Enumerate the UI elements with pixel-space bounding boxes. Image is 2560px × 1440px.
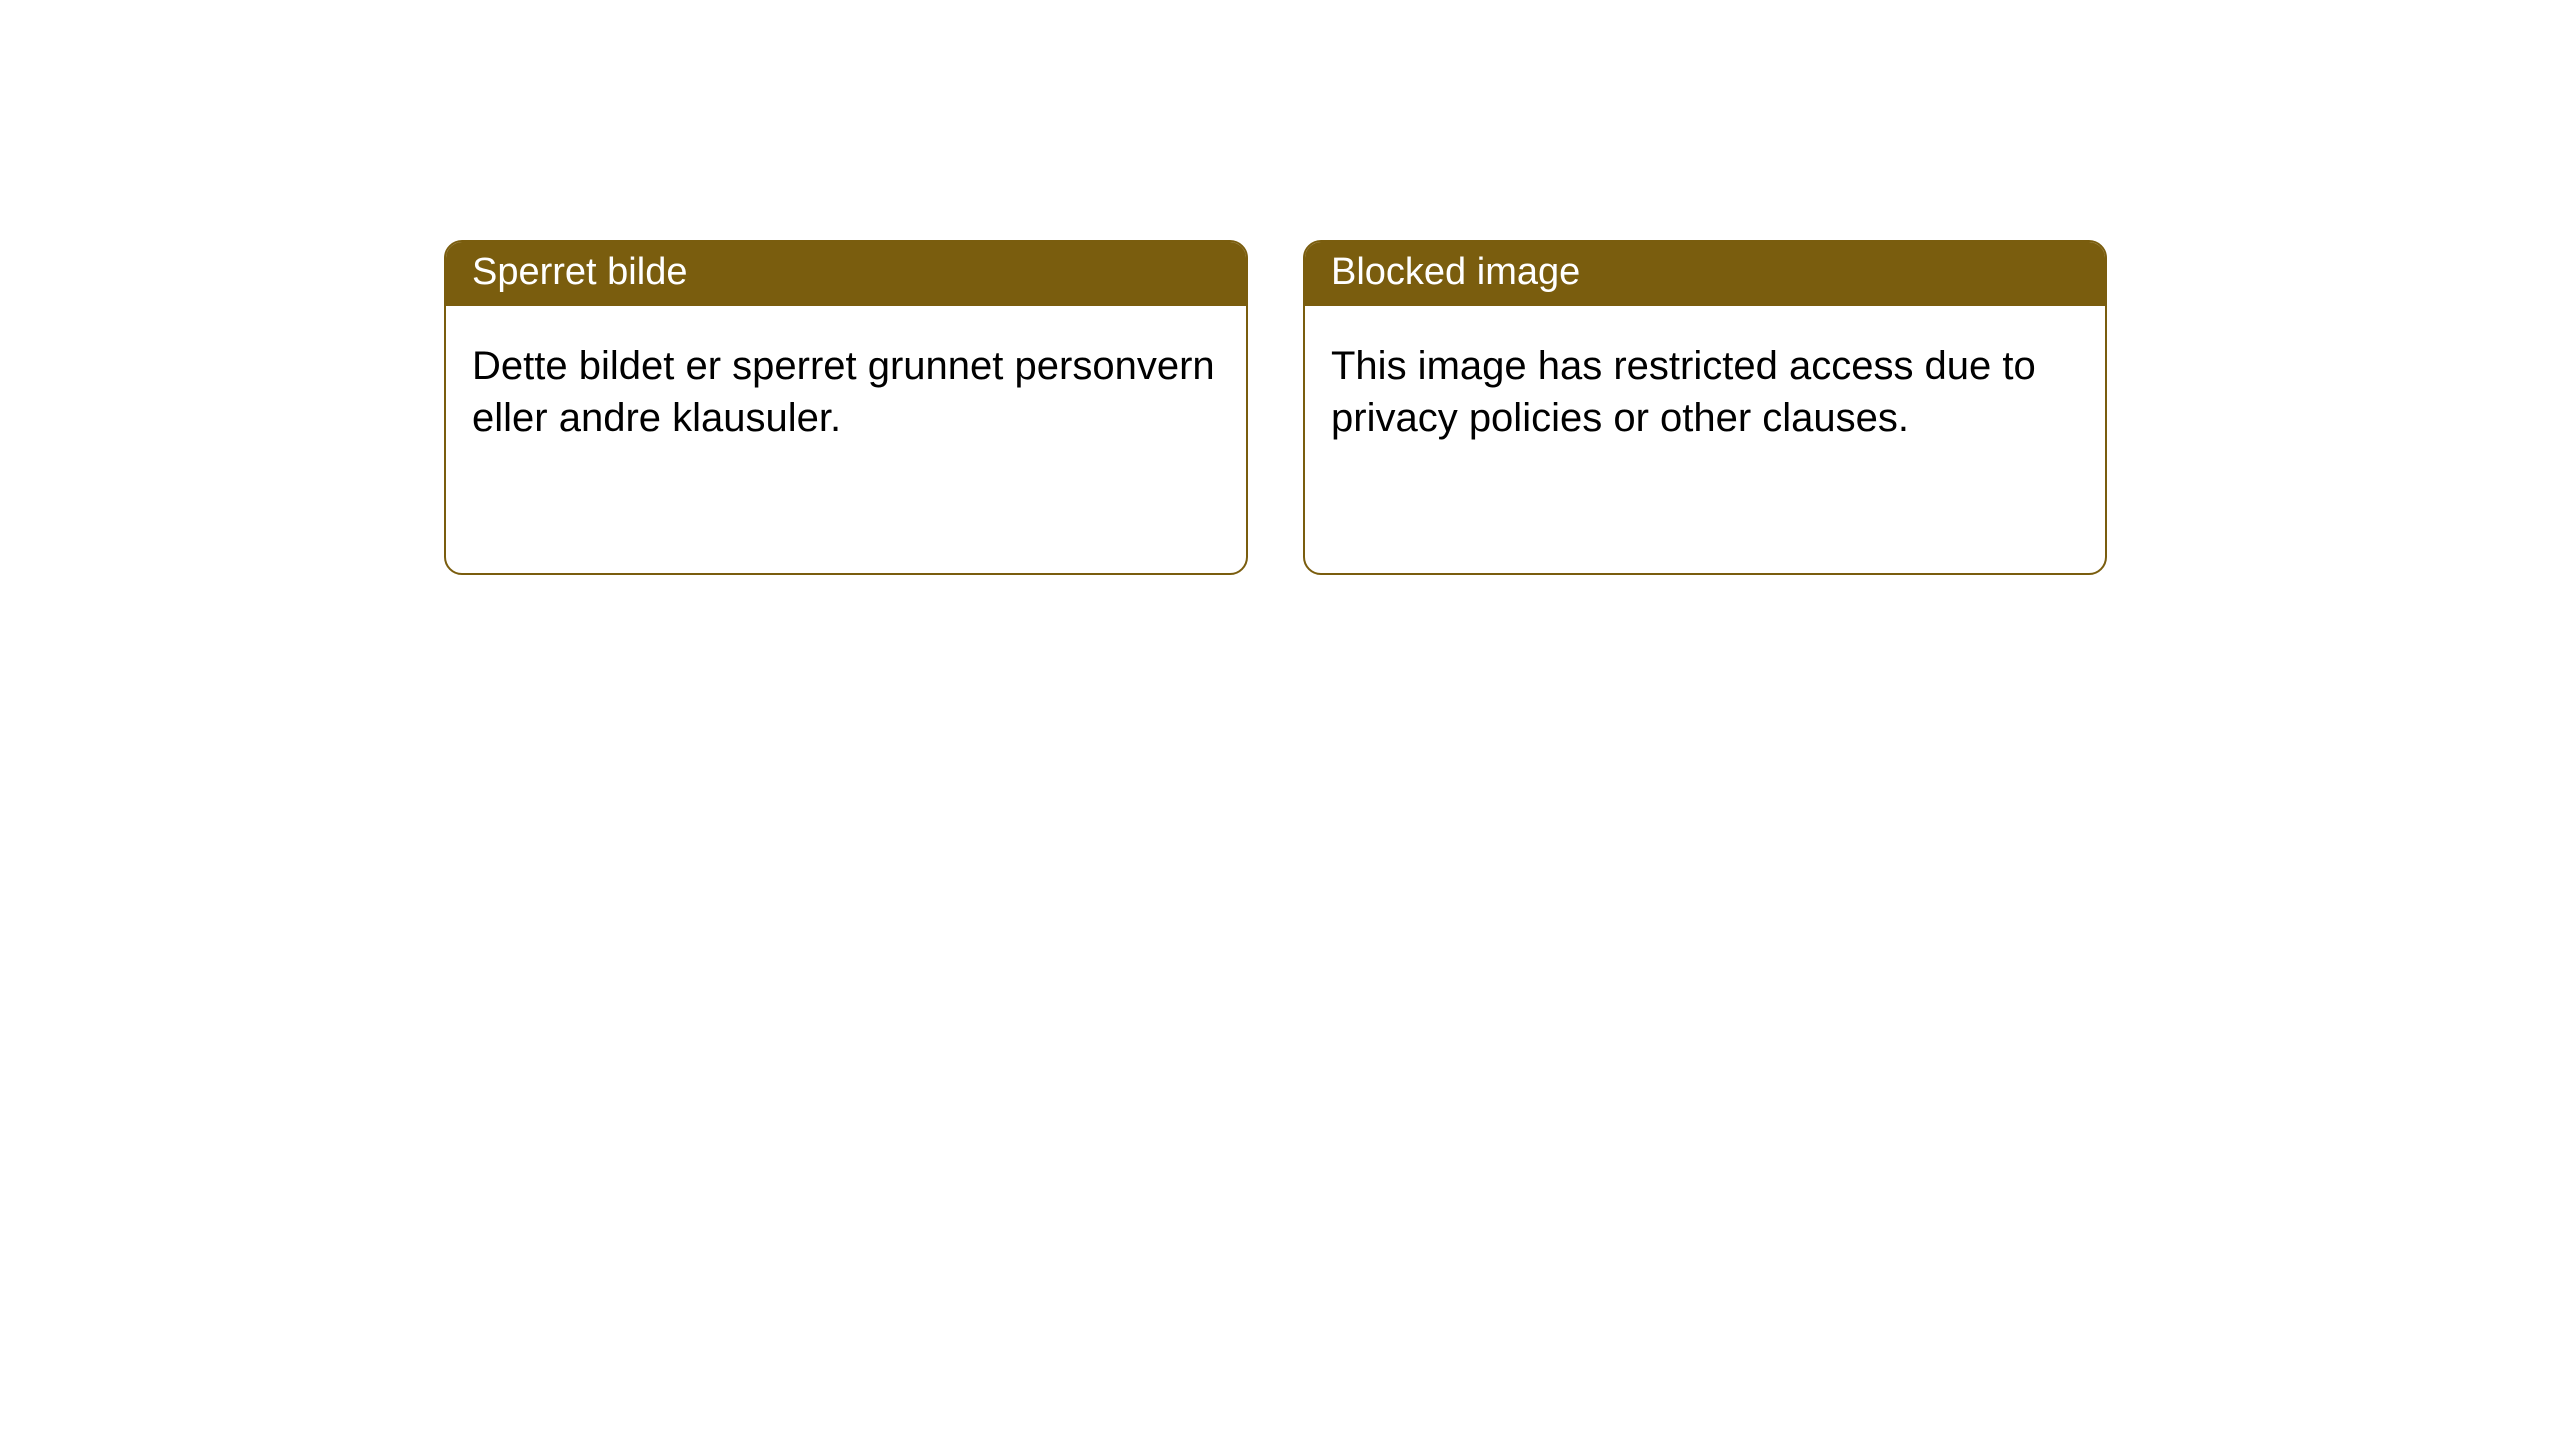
blocked-image-card-english: Blocked image This image has restricted … (1303, 240, 2107, 575)
card-body: This image has restricted access due to … (1305, 306, 2105, 478)
card-header: Sperret bilde (446, 242, 1246, 306)
card-header: Blocked image (1305, 242, 2105, 306)
cards-container: Sperret bilde Dette bildet er sperret gr… (0, 0, 2560, 575)
blocked-image-card-norwegian: Sperret bilde Dette bildet er sperret gr… (444, 240, 1248, 575)
card-body: Dette bildet er sperret grunnet personve… (446, 306, 1246, 478)
